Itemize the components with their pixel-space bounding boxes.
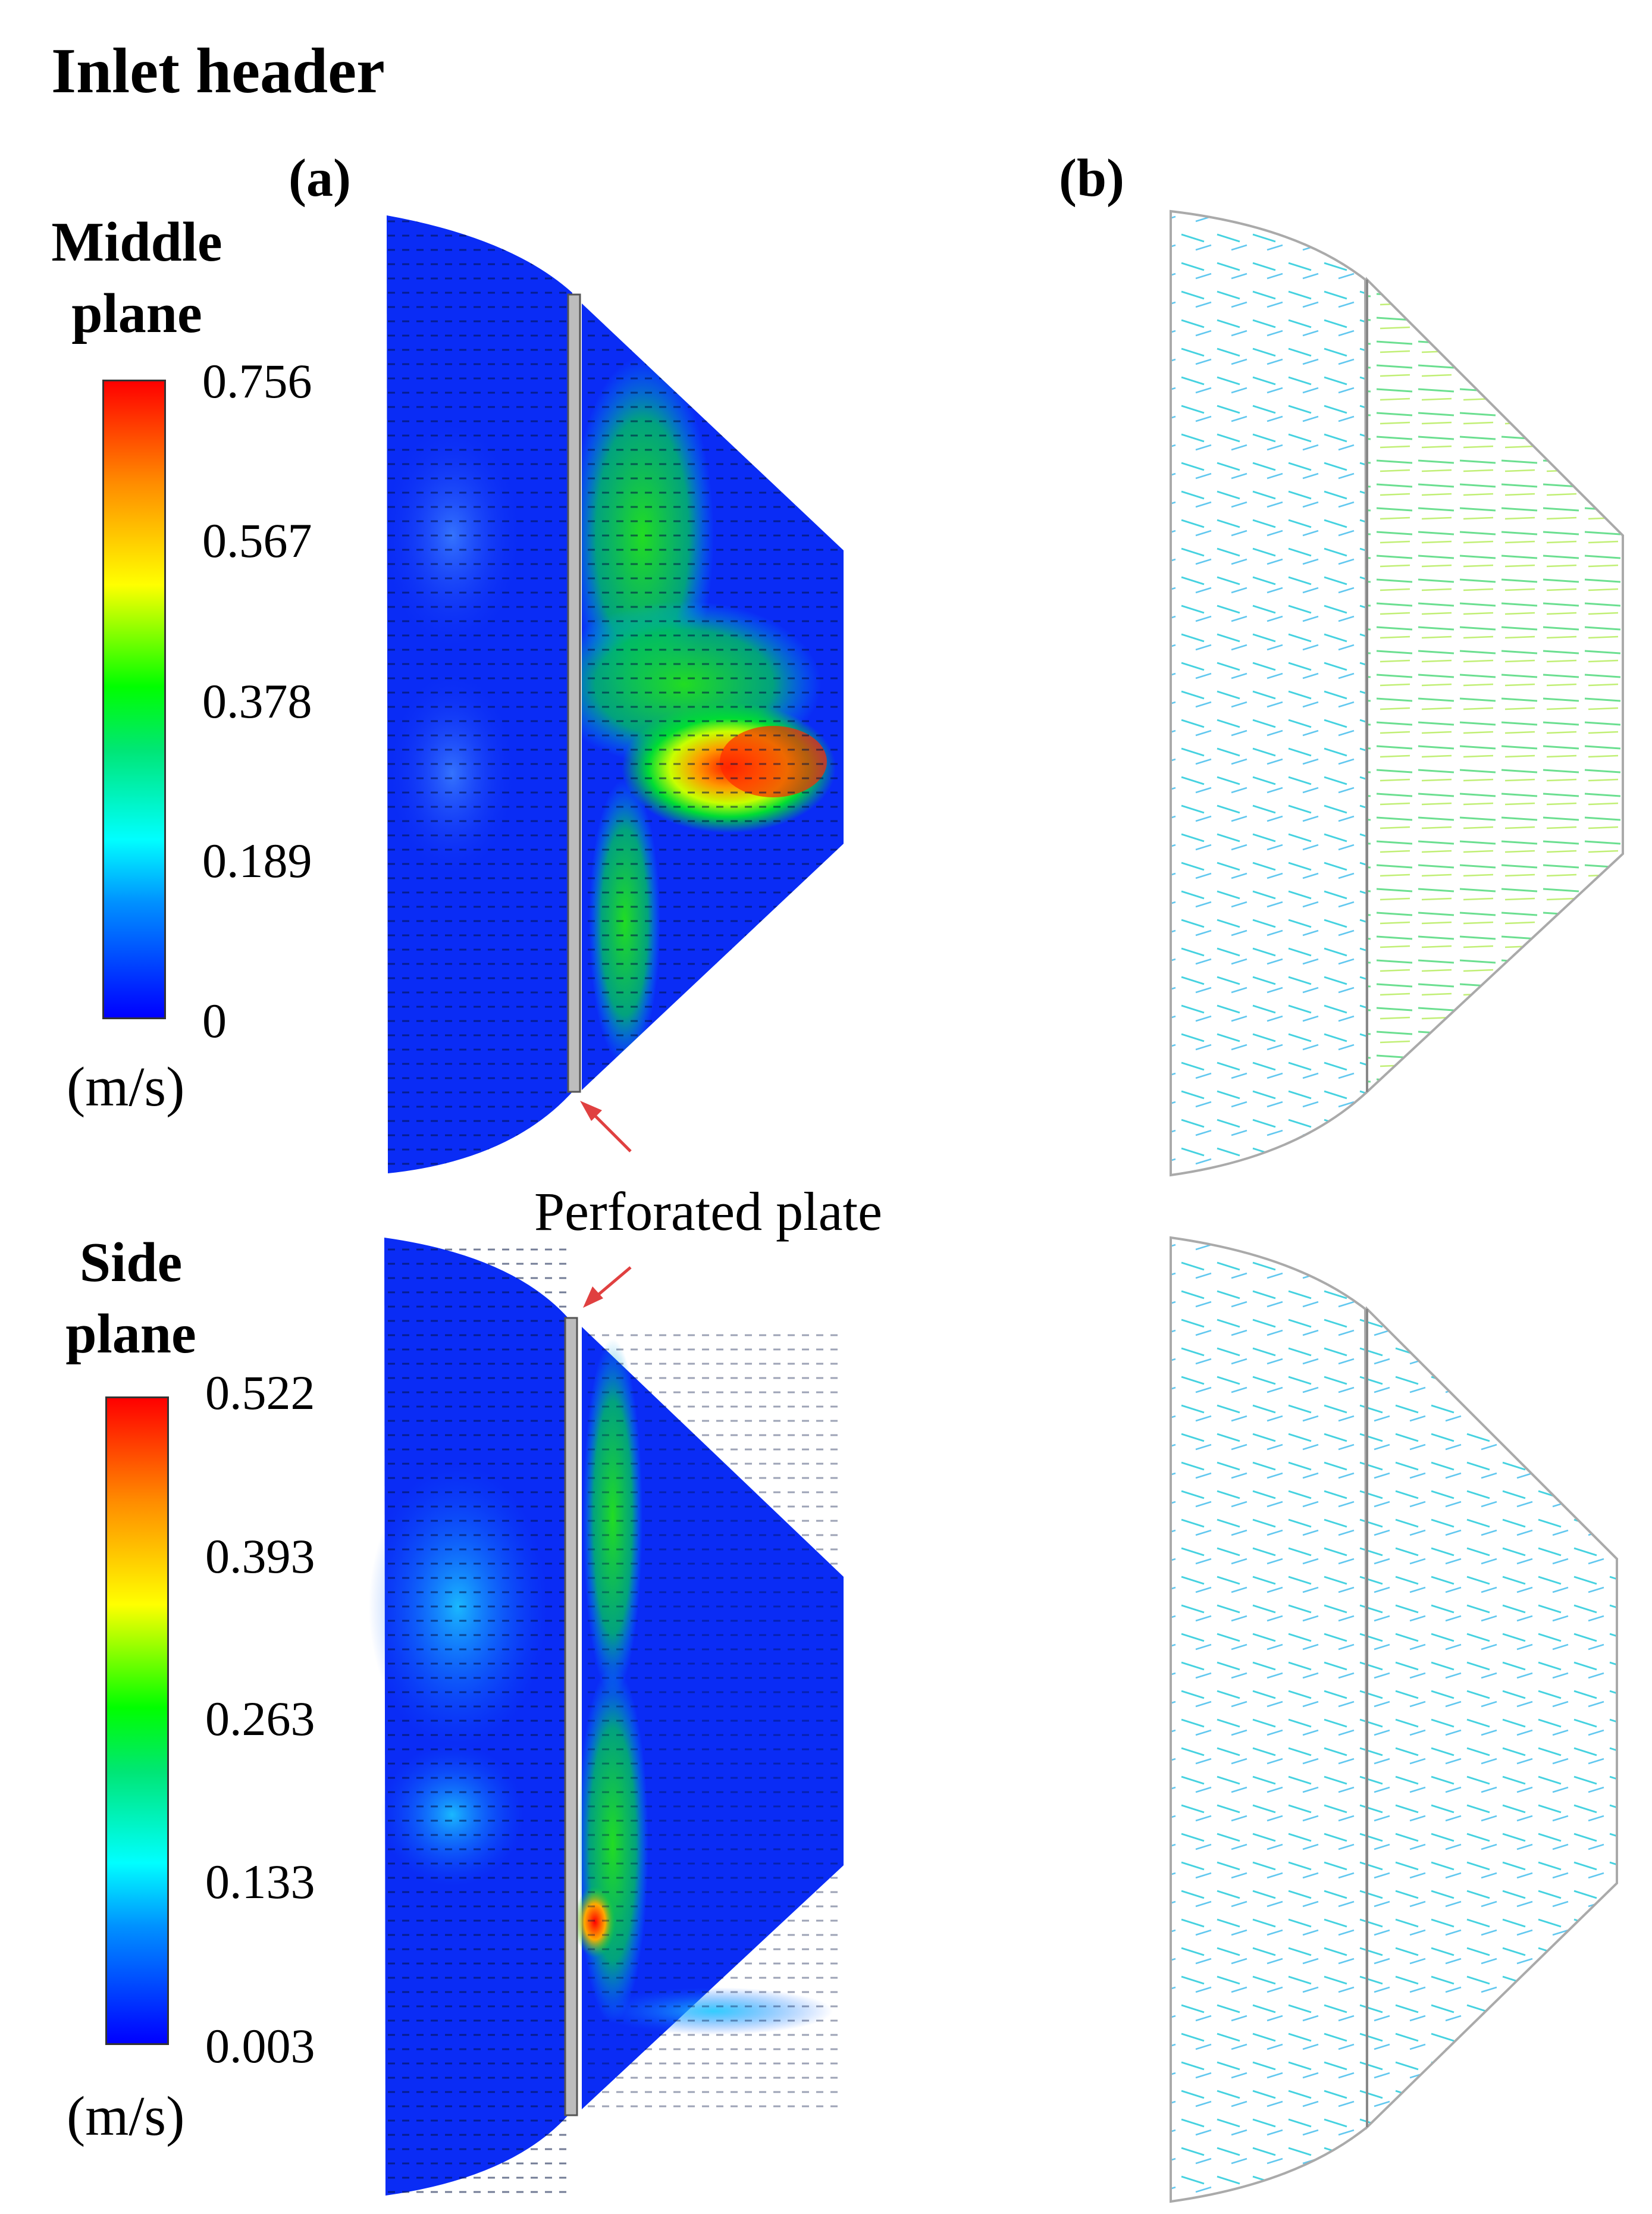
side-perforated-plate — [564, 1317, 578, 2116]
side-colorbar-tick: 0.263 — [205, 1692, 315, 1746]
panel-label-b: (b) — [1059, 149, 1124, 208]
middle-plane-velocity-contour — [387, 215, 844, 1173]
middle-plane-label-line2: plane — [71, 283, 202, 345]
side-unit-label: (m/s) — [67, 2085, 185, 2147]
middle-perforated-plate — [567, 293, 581, 1093]
side-colorbar-tick: 0.003 — [205, 2019, 315, 2073]
side-colorbar-tick: 0.133 — [205, 1855, 315, 1909]
side-plane-label-line1: Side — [79, 1232, 183, 1294]
side-plane-velocity-contour — [369, 1238, 844, 2196]
middle-plane-vector-field — [1170, 209, 1624, 1177]
middle-colorbar-tick: 0.756 — [202, 354, 312, 408]
side-colorbar-tick: 0.393 — [205, 1529, 315, 1583]
middle-colorbar-tick: 0.378 — [202, 674, 312, 728]
side-colorbar-tick: 0.522 — [205, 1366, 315, 1420]
middle-colorbar-tick: 0.189 — [202, 834, 312, 888]
middle-colorbar-tick: 0.567 — [202, 513, 312, 568]
middle-colorbar — [102, 380, 166, 1019]
side-plane-vector-field — [1170, 1236, 1618, 2203]
perforated-plate-pointer-arrows — [580, 1101, 632, 1308]
middle-plane-label-line1: Middle — [51, 211, 222, 273]
middle-unit-label: (m/s) — [67, 1056, 185, 1118]
side-colorbar — [105, 1396, 169, 2045]
panel-label-a: (a) — [289, 149, 351, 208]
middle-colorbar-tick: 0 — [202, 994, 227, 1048]
perforated-plate-label: Perforated plate — [534, 1181, 882, 1242]
side-plane-label-line2: plane — [65, 1303, 196, 1365]
figure-title: Inlet header — [51, 36, 385, 107]
